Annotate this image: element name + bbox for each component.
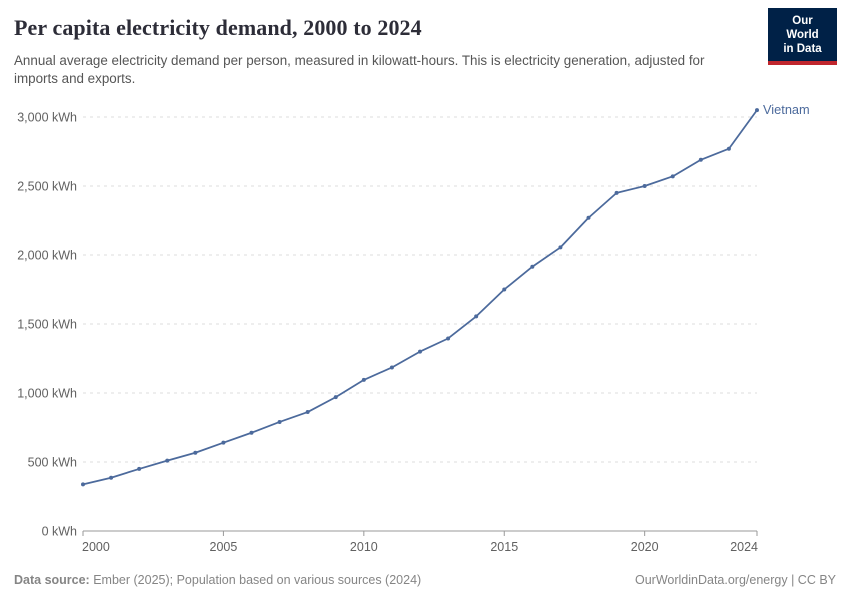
data-point-marker bbox=[193, 450, 198, 455]
data-point-marker bbox=[333, 395, 338, 400]
x-tick-label: 2010 bbox=[350, 540, 378, 554]
data-point-marker bbox=[446, 336, 451, 341]
data-source-text: Ember (2025); Population based on variou… bbox=[93, 573, 422, 587]
data-source-label: Data source: bbox=[14, 573, 90, 587]
y-tick-label: 3,000 kWh bbox=[17, 111, 77, 125]
data-point-marker bbox=[389, 365, 394, 370]
data-point-marker bbox=[698, 157, 703, 162]
data-point-marker bbox=[249, 430, 254, 435]
x-tick-label: 2015 bbox=[490, 540, 518, 554]
owid-logo-line2: in Data bbox=[783, 43, 822, 56]
x-tick-label: 2005 bbox=[210, 540, 238, 554]
x-tick-label: 2000 bbox=[82, 540, 110, 554]
y-tick-label: 1,000 kWh bbox=[17, 387, 77, 401]
data-point-marker bbox=[670, 174, 675, 179]
data-point-marker bbox=[726, 146, 731, 151]
data-point-marker bbox=[137, 466, 142, 471]
data-point-marker bbox=[530, 264, 535, 269]
entity-line-end-label: Vietnam bbox=[763, 102, 810, 117]
y-tick-label: 2,500 kWh bbox=[17, 180, 77, 194]
data-point-marker bbox=[614, 190, 619, 195]
data-point-marker bbox=[558, 245, 563, 250]
chart-title: Per capita electricity demand, 2000 to 2… bbox=[14, 15, 422, 40]
chart-footer: Data source: Ember (2025); Population ba… bbox=[14, 573, 836, 587]
chart-subtitle: Annual average electricity demand per pe… bbox=[14, 53, 705, 87]
data-point-marker bbox=[361, 377, 366, 382]
data-point-marker bbox=[755, 108, 759, 113]
x-tick-label: 2020 bbox=[631, 540, 659, 554]
y-tick-label: 0 kWh bbox=[42, 525, 77, 539]
data-point-marker bbox=[81, 482, 85, 487]
data-point-marker bbox=[109, 475, 114, 480]
y-tick-label: 1,500 kWh bbox=[17, 318, 77, 332]
y-tick-label: 2,000 kWh bbox=[17, 249, 77, 263]
data-point-marker bbox=[165, 458, 170, 463]
owid-logo[interactable]: Our World in Data bbox=[768, 8, 837, 66]
data-point-marker bbox=[418, 349, 422, 354]
data-point-marker bbox=[277, 419, 282, 424]
data-point-marker bbox=[586, 215, 591, 220]
x-tick-label: 2024 bbox=[730, 540, 758, 554]
data-point-marker bbox=[221, 440, 226, 445]
data-source-note: Data source: Ember (2025); Population ba… bbox=[14, 573, 421, 587]
y-tick-label: 500 kWh bbox=[28, 456, 77, 470]
owid-url-license-link[interactable]: OurWorldinData.org/energy | CC BY bbox=[634, 573, 836, 587]
owid-logo-line1: Our World bbox=[786, 15, 819, 42]
data-point-marker bbox=[305, 410, 310, 415]
data-point-marker bbox=[474, 314, 479, 319]
series-line bbox=[82, 109, 758, 486]
data-point-marker bbox=[502, 287, 507, 292]
data-point-marker bbox=[642, 184, 647, 188]
